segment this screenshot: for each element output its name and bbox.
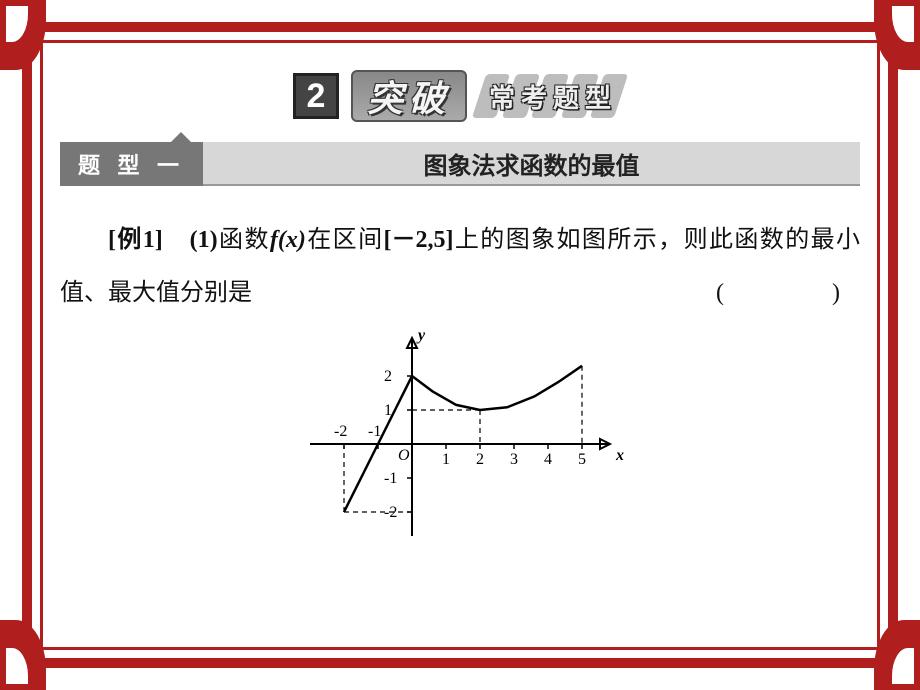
answer-blank: ( ) <box>716 267 860 320</box>
problem-text: [例1] (1)函数f(x)在区间[－2,5]上的图象如图所示，则此函数的最小值… <box>60 214 860 320</box>
section-tab-label: 题 型 一 <box>78 153 185 178</box>
origin-label: O <box>398 447 410 464</box>
frame-corner <box>874 620 920 690</box>
svg-text:-1: -1 <box>368 423 381 440</box>
frame-corner <box>874 0 920 70</box>
frame-corner <box>0 0 46 70</box>
svg-text:-2: -2 <box>334 423 347 440</box>
svg-text:5: 5 <box>578 451 586 468</box>
function-graph: -2-112345-2-112 x y O <box>290 326 630 551</box>
problem-part2: 在区间 <box>306 227 384 253</box>
subtopic-badge: 常考题型 <box>479 72 627 120</box>
section-title: 图象法求函数的最值 <box>424 146 640 181</box>
curve-group <box>344 365 582 511</box>
page-header: 2 突破 常考题型 <box>60 70 860 122</box>
y-axis-label: y <box>416 327 426 344</box>
svg-text:2: 2 <box>384 368 392 385</box>
page-content: 2 突破 常考题型 题 型 一 图象法求函数的最值 [例1] (1)函数f(x)… <box>60 60 860 630</box>
frame-corner <box>0 620 46 690</box>
svg-text:4: 4 <box>544 451 552 468</box>
svg-text:-1: -1 <box>384 470 397 487</box>
section-title-bar: 题 型 一 图象法求函数的最值 <box>60 142 860 186</box>
breakthrough-badge: 突破 <box>351 70 467 122</box>
section-number-badge: 2 <box>293 73 339 119</box>
svg-text:3: 3 <box>510 451 518 468</box>
header-main-text: 突破 <box>367 70 451 122</box>
part-label: (1) <box>190 227 218 253</box>
function-expr: f(x) <box>270 227 306 253</box>
svg-text:2: 2 <box>476 451 484 468</box>
problem-part1: 函数 <box>218 227 270 253</box>
section-tab: 题 型 一 <box>60 142 203 186</box>
svg-text:1: 1 <box>442 451 450 468</box>
x-axis-label: x <box>615 447 624 464</box>
header-sub-text: 常考题型 <box>485 78 621 115</box>
interval-text: [－2,5] <box>383 227 453 253</box>
example-label: [例1] <box>108 227 163 253</box>
